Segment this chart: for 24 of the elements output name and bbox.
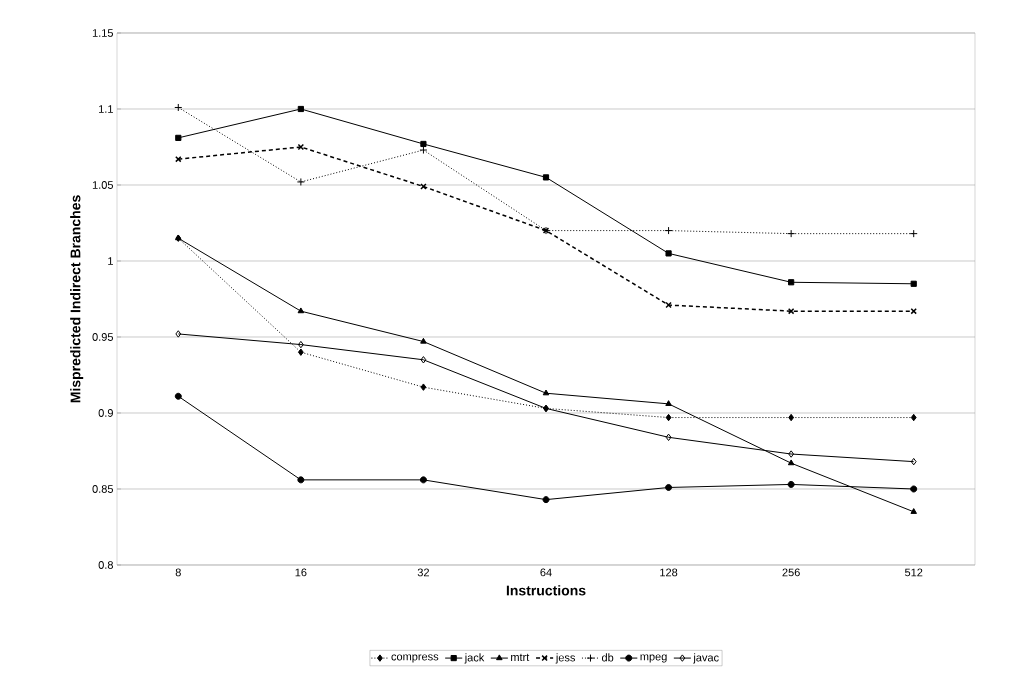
legend-label: mpeg bbox=[640, 654, 667, 663]
legend-label: jess bbox=[555, 653, 576, 664]
y-tick-label: 1.15 bbox=[92, 29, 113, 37]
x-tick-label: 256 bbox=[782, 568, 800, 577]
legend-label: jack bbox=[464, 653, 485, 664]
y-axis-title: Mispredicted Indirect Branches bbox=[70, 195, 84, 403]
legend-label: db bbox=[601, 653, 614, 662]
y-tick-label: 1.05 bbox=[92, 181, 113, 189]
legend-label: compress bbox=[391, 654, 439, 663]
y-tick-label: 1.1 bbox=[99, 105, 113, 113]
x-tick-label: 16 bbox=[295, 568, 307, 577]
y-tick-label: 0.85 bbox=[92, 485, 113, 493]
legend-label: javac bbox=[693, 653, 719, 664]
x-tick-label: 32 bbox=[417, 568, 429, 577]
x-tick-label: 64 bbox=[540, 568, 552, 577]
y-tick-label: 1 bbox=[108, 257, 113, 265]
y-tick-label: 0.9 bbox=[98, 409, 113, 417]
y-tick-label: 0.8 bbox=[98, 561, 113, 569]
x-tick-label: 8 bbox=[175, 568, 181, 577]
x-tick-label: 512 bbox=[904, 568, 923, 577]
x-tick-label: 128 bbox=[660, 568, 678, 577]
y-tick-label: 0.95 bbox=[92, 333, 113, 341]
x-axis-title: Instructions bbox=[506, 585, 586, 596]
legend-label: mtrt bbox=[511, 653, 530, 661]
